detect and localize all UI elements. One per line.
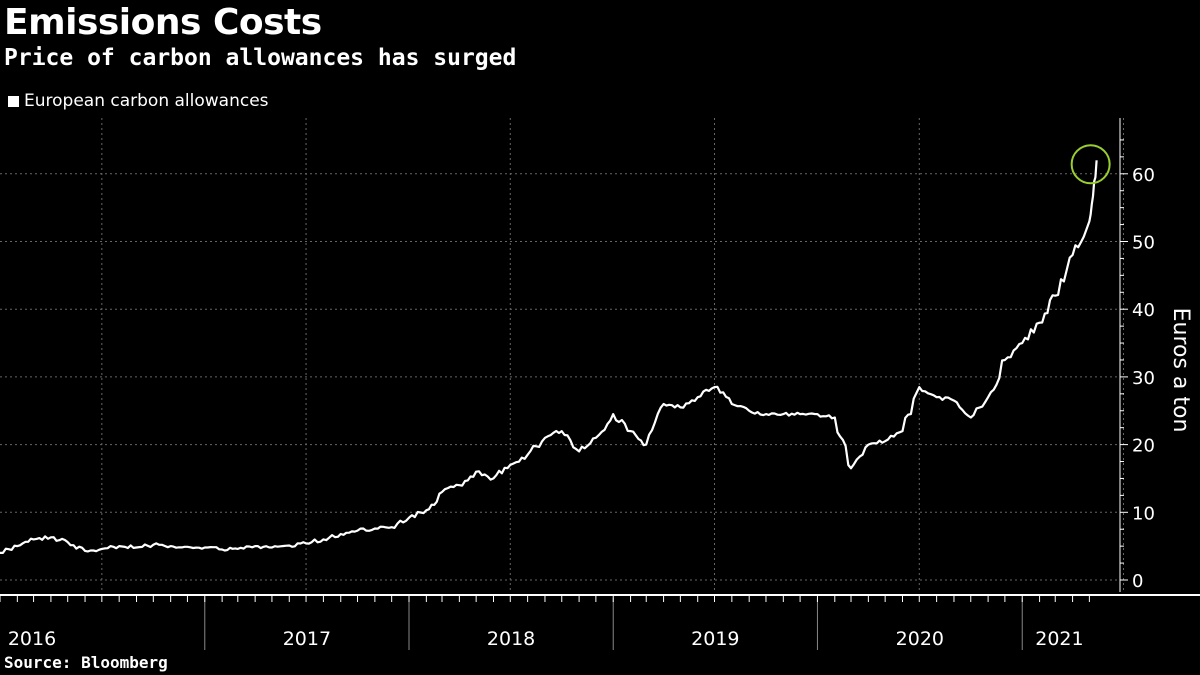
chart-title: Emissions Costs bbox=[4, 2, 322, 43]
y-tick-label: 40 bbox=[1132, 300, 1155, 321]
y-tick-label: 30 bbox=[1132, 368, 1155, 389]
y-axis-label: Euros a ton bbox=[1168, 308, 1193, 433]
x-tick-label: 2021 bbox=[1035, 628, 1083, 650]
x-tick-label: 2019 bbox=[691, 628, 739, 650]
y-tick-label: 60 bbox=[1132, 165, 1155, 186]
y-tick-label: 10 bbox=[1132, 503, 1155, 524]
source-note: Source: Bloomberg bbox=[4, 653, 168, 672]
x-tick-label: 2020 bbox=[896, 628, 944, 650]
y-tick-label: 0 bbox=[1132, 571, 1143, 592]
legend-label: European carbon allowances bbox=[24, 91, 269, 111]
y-axis: 0 10 20 30 40 50 60 bbox=[1119, 118, 1155, 592]
x-axis: 2016 2017 2018 2019 2020 2021 bbox=[0, 594, 1200, 650]
y-tick-label: 50 bbox=[1132, 233, 1155, 254]
highlight-circle bbox=[1070, 144, 1111, 185]
legend: European carbon allowances bbox=[8, 91, 269, 111]
series-line-european-carbon-allowances bbox=[0, 160, 1098, 554]
y-tick-label: 20 bbox=[1132, 436, 1155, 457]
x-tick-label: 2018 bbox=[487, 628, 535, 650]
x-tick-label: 2016 bbox=[8, 628, 56, 650]
legend-swatch bbox=[8, 95, 19, 107]
grid bbox=[0, 118, 1124, 592]
x-tick-label: 2017 bbox=[283, 628, 331, 650]
chart-subtitle: Price of carbon allowances has surged bbox=[4, 45, 517, 71]
